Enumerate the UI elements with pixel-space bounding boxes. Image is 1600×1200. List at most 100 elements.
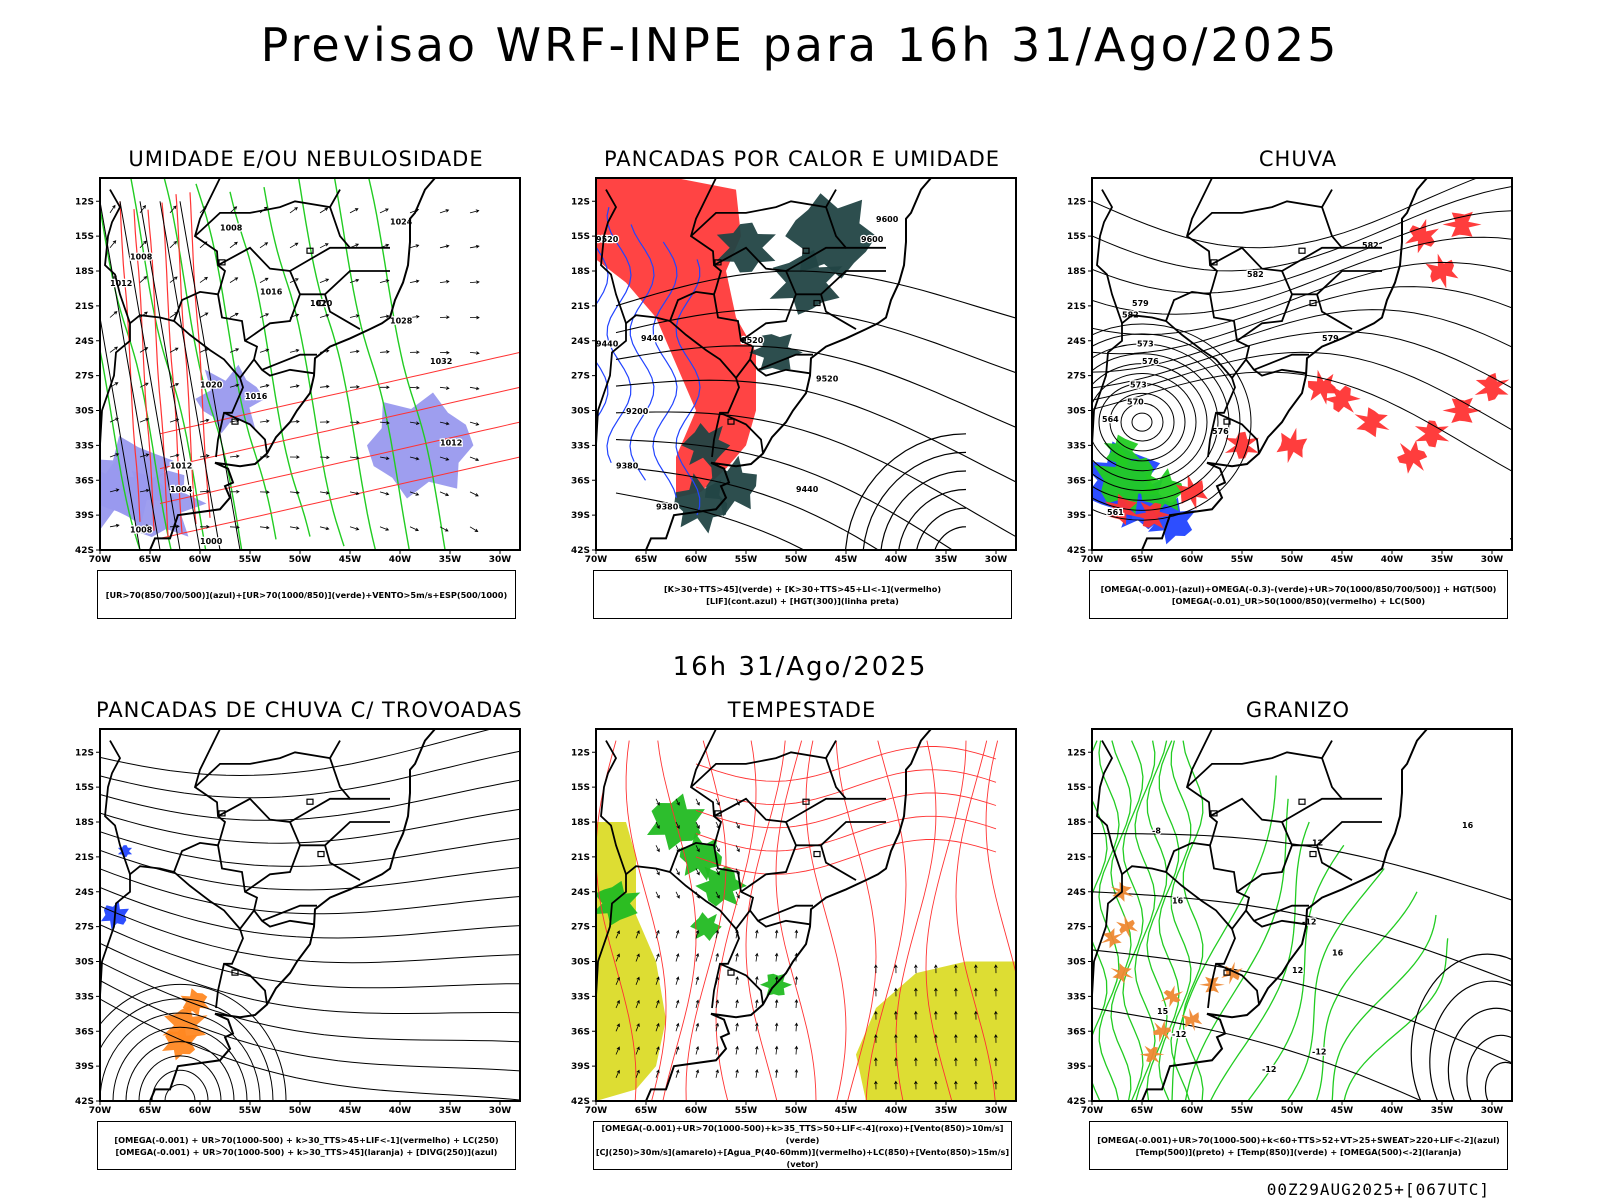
wind-vector	[695, 999, 700, 1009]
coastline	[100, 178, 436, 550]
instability-area-green	[704, 455, 757, 517]
wind-arrow	[289, 207, 298, 214]
country-border	[324, 294, 361, 330]
pressure-contour	[100, 201, 161, 550]
lon-tick-label: 45W	[339, 555, 362, 565]
lon-tick-label: 60W	[1181, 1106, 1204, 1116]
contour-label: 1028	[390, 316, 413, 325]
wind-vector	[994, 1080, 998, 1090]
lon-tick-label: 45W	[835, 555, 858, 565]
streamline	[805, 740, 847, 1101]
streamline	[1092, 309, 1512, 373]
wind-arrow	[469, 456, 480, 461]
lon-tick-label: 35W	[439, 555, 462, 565]
streamline	[1092, 186, 1512, 272]
lake-marker	[306, 247, 314, 254]
wind-arrow	[139, 276, 148, 283]
lat-tick-label: 42S	[571, 1097, 590, 1107]
wind-vector	[675, 891, 680, 899]
legend-line: [OMEGA(-0.001) + UR>70(1000-500) + k>30_…	[115, 1146, 498, 1157]
lat-tick-label: 21S	[1067, 302, 1086, 312]
contour-label: 573	[1137, 340, 1154, 349]
legend-line: [K>30+TTS>45](verde) + [K>30+TTS>45+LI<-…	[663, 583, 942, 594]
contour-label: -12	[1302, 917, 1316, 926]
wind-vector	[974, 1057, 978, 1067]
wind-vector	[755, 1045, 759, 1055]
wind-arrow	[439, 386, 450, 390]
country-border	[711, 377, 740, 458]
map-pancadas-calor: 9600 9520 9600 9520 9440 9440 9520 9380 9200 9380…	[556, 175, 1026, 565]
omega-area-orange	[1160, 985, 1184, 1008]
wind-arrow	[199, 489, 210, 494]
wind-arrow	[469, 526, 479, 532]
temperature-850-contour	[1182, 740, 1204, 1101]
streamline	[1092, 371, 1512, 472]
lake-marker	[714, 810, 722, 817]
country-border	[785, 246, 846, 272]
temperature-850-contour	[1092, 740, 1108, 1101]
lifted-index-contour	[606, 206, 632, 464]
map-umidade: 1008 1008 1012 1016 1020 1024 1028 1032 1012 1016…	[60, 175, 530, 565]
thickness-line-red	[175, 194, 197, 525]
lon-tick-label: 65W	[635, 1106, 658, 1116]
lon-tick-label: 45W	[835, 1106, 858, 1116]
country-border	[825, 757, 886, 800]
wind-arrow	[139, 453, 150, 458]
contour-label: -12	[1262, 1065, 1276, 1074]
lake-marker	[1210, 259, 1218, 266]
wind-arrow	[349, 385, 360, 389]
contour-label: 9520	[596, 235, 619, 244]
temperature-500-contour	[1410, 953, 1512, 1101]
wind-arrow	[439, 491, 450, 497]
wind-arrow	[469, 386, 480, 391]
streamline	[100, 983, 287, 1101]
wind-vector	[635, 1069, 640, 1078]
panel-title-tempestade: TEMPESTADE	[727, 698, 877, 722]
wind-vector	[874, 987, 878, 997]
streamline	[775, 740, 817, 1101]
legend-line: [OMEGA(-0.001)-(azul)+OMEGA(-0.3)-(verde…	[1100, 583, 1497, 594]
contour-label: 9440	[641, 334, 664, 343]
temperature-850-contour	[1122, 740, 1144, 1101]
streamline	[100, 924, 520, 989]
contour-label: 9520	[741, 336, 764, 345]
wind-arrow	[409, 279, 420, 284]
height-contour	[1092, 333, 1241, 511]
lat-tick-label: 21S	[75, 302, 94, 312]
country-border	[749, 358, 811, 377]
height-contour	[1092, 373, 1197, 472]
wind-vector	[635, 1046, 640, 1055]
map-frame	[595, 728, 1017, 1102]
contour-label: 1016	[245, 392, 268, 401]
map-content: 1008 1008 1012 1016 1020 1024 1028 1032 1012 1016…	[100, 178, 520, 550]
wind-vector	[615, 1046, 620, 1055]
wind-vector	[615, 1069, 620, 1078]
wind-vector	[695, 821, 700, 829]
geopotential-contour	[615, 379, 1016, 483]
rain-area-green	[1094, 446, 1160, 514]
contour-label: 1012	[440, 438, 462, 447]
rain-area-red	[1323, 385, 1361, 413]
streamline	[100, 980, 520, 1072]
lake-marker	[218, 810, 226, 817]
wind-vector	[735, 952, 739, 962]
wind-arrow	[439, 279, 450, 284]
thickness-line-red	[159, 421, 520, 504]
contour-label: 1020	[200, 380, 223, 389]
streamline	[695, 815, 997, 852]
legend-line: [OMEGA(-0.001)+UR>70(1000-500)+k<60+TTS>…	[1097, 1134, 1500, 1145]
omega-area-orange	[1116, 915, 1138, 938]
wind-vector	[954, 1057, 958, 1067]
wind-vector	[655, 1022, 660, 1032]
wind-vector	[735, 821, 740, 829]
wind-arrow	[139, 418, 150, 423]
rain-area-red	[1175, 474, 1208, 510]
lat-tick-label: 36S	[571, 476, 590, 486]
wind-arrow	[229, 383, 240, 388]
lake-marker	[727, 418, 735, 425]
wind-arrow	[319, 491, 330, 495]
thickness-line-red	[159, 386, 520, 470]
wind-vector	[635, 999, 640, 1009]
wind-arrow	[229, 206, 238, 214]
wind-vector	[914, 964, 918, 974]
